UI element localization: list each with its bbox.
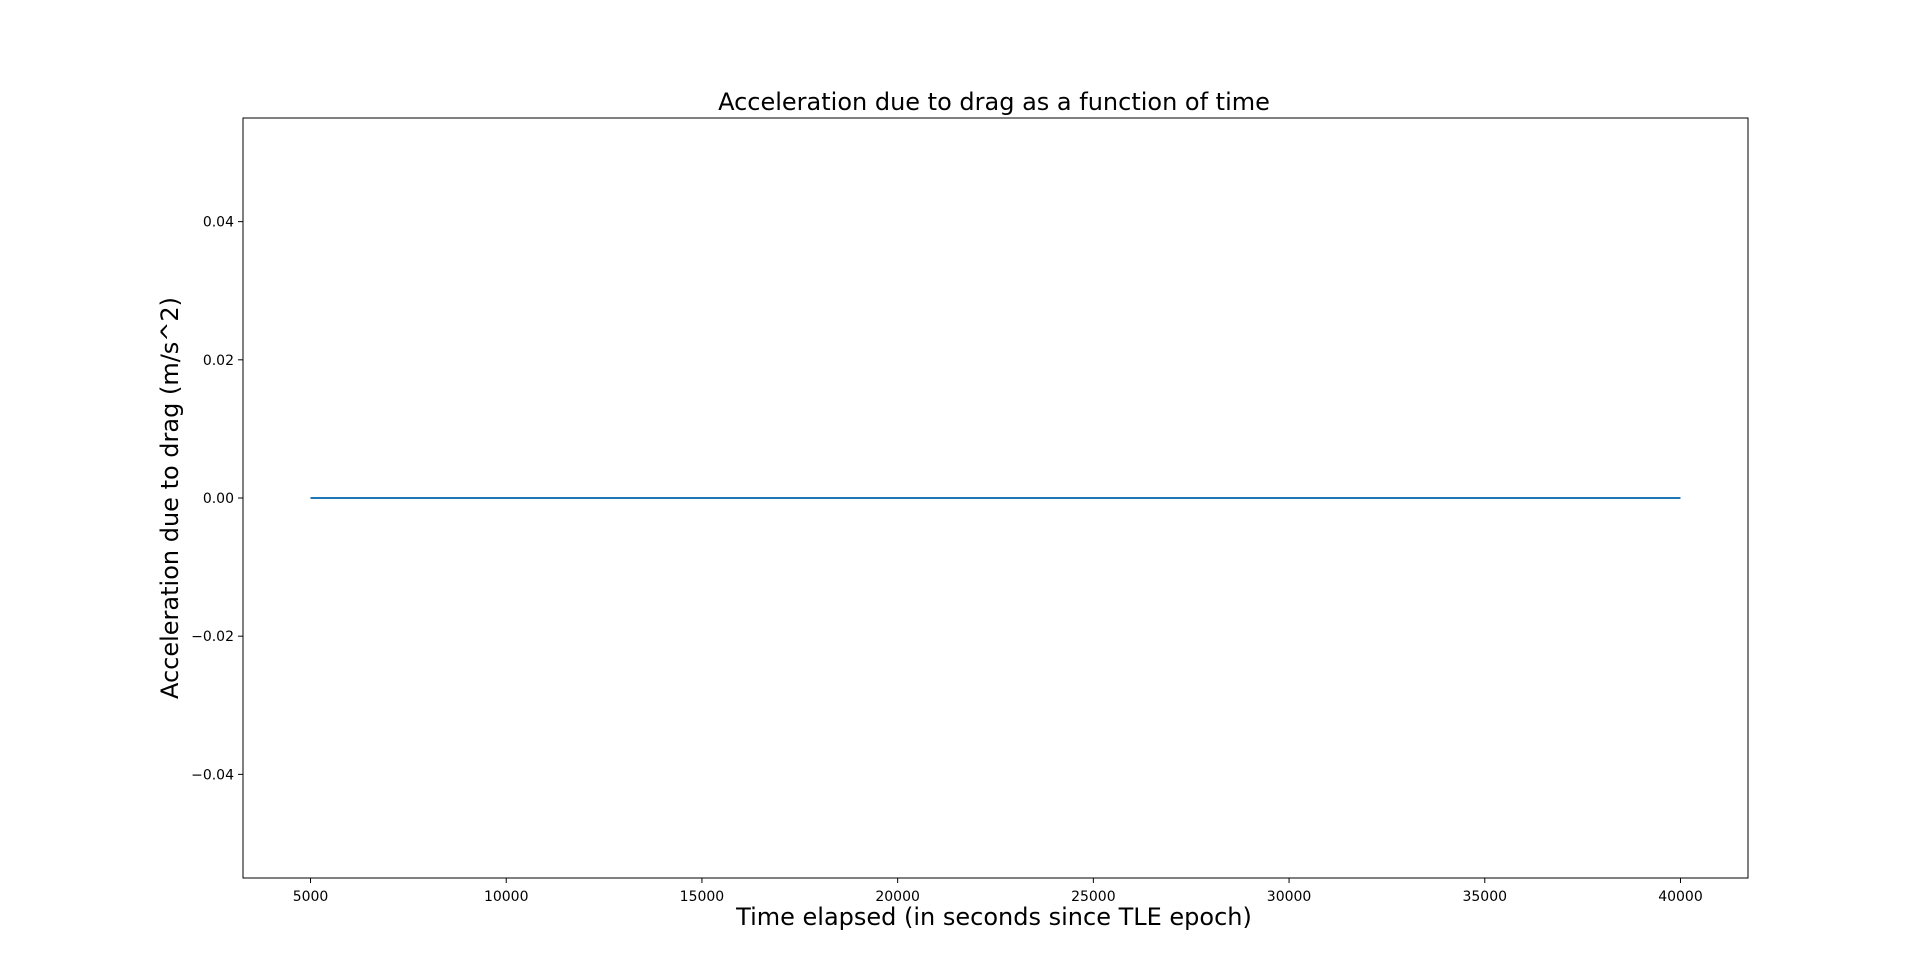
x-tick-label: 40000 xyxy=(1658,889,1703,905)
x-axis-ticks: 5000 10000 15000 20000 25000 30000 35000 40000 xyxy=(293,878,1703,905)
y-tick-label: 0.02 xyxy=(203,353,234,369)
x-tick-label: 10000 xyxy=(484,889,529,905)
x-tick-label: 15000 xyxy=(680,889,725,905)
y-tick-label: −0.04 xyxy=(191,767,234,783)
x-tick-label: 5000 xyxy=(293,889,329,905)
x-tick-label: 35000 xyxy=(1462,889,1507,905)
x-tick-label: 25000 xyxy=(1071,889,1116,905)
y-tick-label: 0.00 xyxy=(203,491,234,507)
x-axis-label: Time elapsed (in seconds since TLE epoch… xyxy=(735,903,1252,931)
y-axis-label: Acceleration due to drag (m/s^2) xyxy=(156,297,184,699)
x-tick-label: 20000 xyxy=(875,889,920,905)
y-tick-label: 0.04 xyxy=(203,215,234,231)
chart-title: Acceleration due to drag as a function o… xyxy=(718,88,1270,116)
x-tick-label: 30000 xyxy=(1267,889,1312,905)
y-tick-label: −0.02 xyxy=(191,629,234,645)
y-axis-ticks: −0.04 −0.02 0.00 0.02 0.04 xyxy=(191,215,243,783)
